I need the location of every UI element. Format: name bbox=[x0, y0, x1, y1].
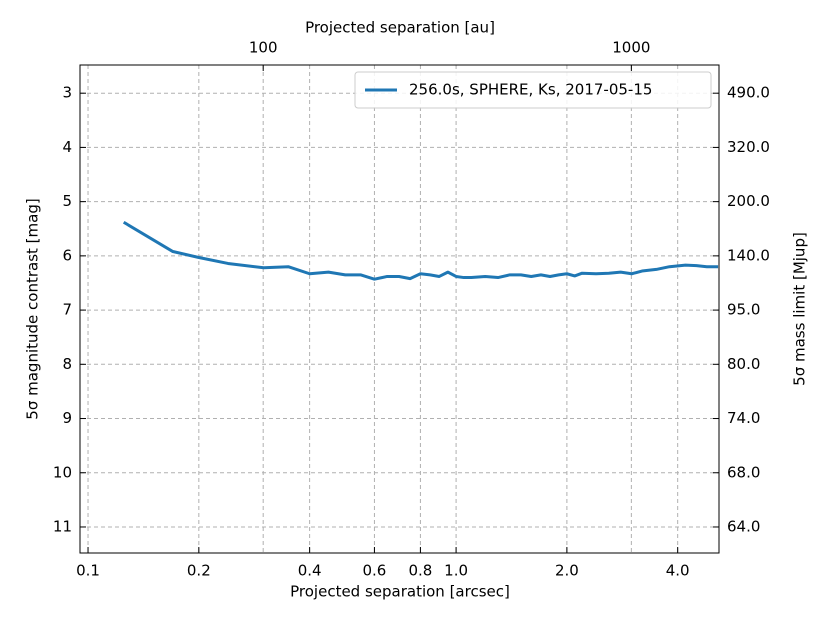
y-axis-label: 5σ magnitude contrast [mag] bbox=[24, 198, 42, 419]
x-tick-label: 0.2 bbox=[187, 562, 211, 580]
x2-axis-label: Projected separation [au] bbox=[305, 19, 495, 37]
y2-tick-label: 490.0 bbox=[727, 84, 770, 102]
x-tick-label: 0.8 bbox=[408, 562, 432, 580]
y2-tick-label: 64.0 bbox=[727, 517, 760, 535]
x-axis-label: Projected separation [arcsec] bbox=[290, 583, 510, 601]
x-tick-label: 4.0 bbox=[666, 562, 690, 580]
x-tick-label: 0.6 bbox=[363, 562, 387, 580]
x-tick-label: 0.4 bbox=[298, 562, 322, 580]
x2-tick-label: 1000 bbox=[612, 39, 650, 57]
y-tick-label: 6 bbox=[62, 246, 72, 264]
x2-tick-label: 100 bbox=[249, 39, 278, 57]
plot-frame bbox=[79, 64, 720, 554]
y-tick-label: 9 bbox=[62, 409, 72, 427]
y-tick-label: 10 bbox=[53, 463, 72, 481]
y2-tick-label: 200.0 bbox=[727, 192, 770, 210]
legend-box bbox=[354, 71, 712, 109]
y2-tick-label: 95.0 bbox=[727, 301, 760, 319]
x-tick-label: 2.0 bbox=[555, 562, 579, 580]
y2-axis-label: 5σ mass limit [Mjup] bbox=[791, 232, 809, 386]
y2-tick-label: 320.0 bbox=[727, 138, 770, 156]
x-tick-label: 1.0 bbox=[444, 562, 468, 580]
y-tick-label: 7 bbox=[62, 301, 72, 319]
legend-label: 256.0s, SPHERE, Ks, 2017-05-15 bbox=[409, 81, 652, 99]
y2-tick-label: 140.0 bbox=[727, 246, 770, 264]
y2-tick-label: 80.0 bbox=[727, 355, 760, 373]
y-tick-label: 4 bbox=[62, 138, 72, 156]
y-tick-label: 5 bbox=[62, 192, 72, 210]
y-tick-label: 11 bbox=[53, 517, 72, 535]
y2-tick-label: 68.0 bbox=[727, 463, 760, 481]
x-tick-label: 0.1 bbox=[76, 562, 100, 580]
y-tick-label: 3 bbox=[62, 84, 72, 102]
data-line bbox=[122, 220, 719, 281]
y2-tick-label: 74.0 bbox=[727, 409, 760, 427]
y-tick-label: 8 bbox=[62, 355, 72, 373]
